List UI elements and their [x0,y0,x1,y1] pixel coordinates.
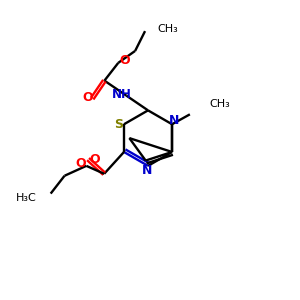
Text: O: O [90,153,100,166]
Text: N: N [169,114,179,127]
Text: O: O [75,158,86,170]
Text: N: N [142,164,152,177]
Text: O: O [82,91,92,104]
Text: NH: NH [112,88,132,101]
Text: S: S [115,118,124,131]
Text: O: O [119,54,130,67]
Text: H₃C: H₃C [16,193,37,202]
Text: CH₃: CH₃ [157,24,178,34]
Text: CH₃: CH₃ [210,99,230,110]
